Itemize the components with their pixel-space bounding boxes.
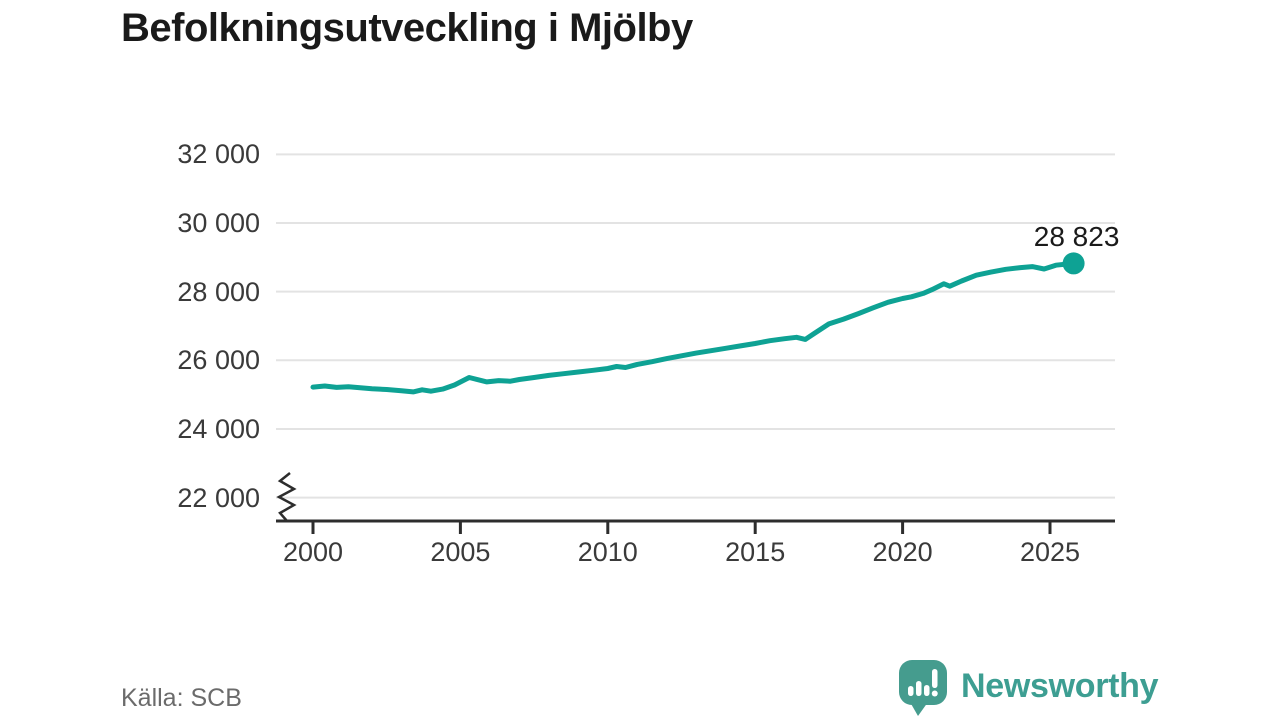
x-axis-label: 2020 <box>872 537 933 567</box>
latest-value-label: 28 823 <box>1033 221 1120 253</box>
chart-title: Befolkningsutveckling i Mjölby <box>121 6 693 50</box>
x-axis <box>276 519 1115 534</box>
y-axis-label: 26 000 <box>177 345 260 376</box>
newsworthy-logo: Newsworthy <box>897 659 1159 717</box>
gridlines <box>276 153 1115 499</box>
x-axis-label: 2015 <box>725 537 786 567</box>
y-axis-label: 32 000 <box>177 139 260 170</box>
y-axis-label: 30 000 <box>177 208 260 238</box>
y-axis-label: 24 000 <box>177 413 260 444</box>
x-axis-label: 2025 <box>1019 537 1081 567</box>
source-label: Källa: SCB <box>121 684 242 712</box>
x-axis-label: 2000 <box>282 537 344 567</box>
x-axis-label: 2005 <box>430 537 491 567</box>
y-axis-break-icon <box>276 472 297 522</box>
y-axis-label: 28 000 <box>177 276 260 307</box>
x-axis-label: 2010 <box>577 537 638 567</box>
newsworthy-logo-icon <box>899 660 947 716</box>
latest-value-dot <box>1062 252 1085 275</box>
newsworthy-wordmark: Newsworthy <box>961 667 1159 705</box>
y-axis-label: 22 000 <box>177 482 260 513</box>
population-series-line <box>310 260 1077 395</box>
